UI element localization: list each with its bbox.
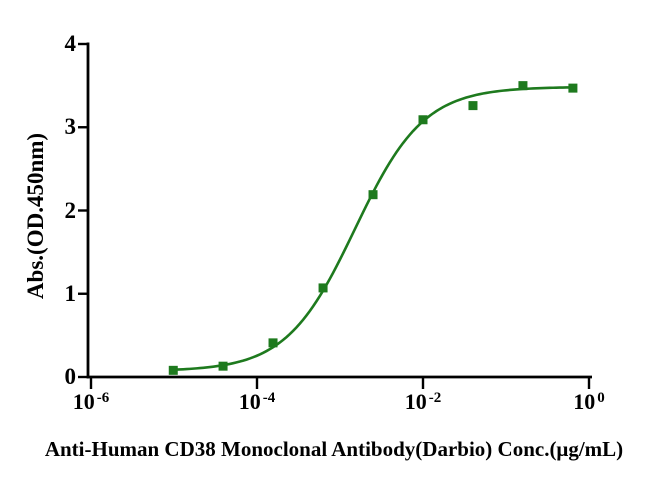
- x-tick-base: 10: [238, 389, 261, 414]
- y-tick-label: 4: [64, 31, 77, 56]
- x-tick-exponent: -4: [262, 390, 276, 406]
- y-tick-label: 0: [64, 364, 77, 389]
- x-tick-base: 10: [573, 389, 596, 414]
- x-tick-exponent: -6: [96, 390, 110, 406]
- y-tick-label: 1: [64, 280, 77, 306]
- x-tick-base: 10: [404, 389, 427, 414]
- x-tick-base: 10: [72, 389, 95, 414]
- x-tick-exponent: 0: [597, 390, 605, 406]
- y-tick-label: 2: [64, 197, 77, 223]
- x-tick-label: 10 -4: [212, 385, 302, 415]
- x-tick-label: 10 0: [544, 385, 634, 415]
- x-tick-label: 10 -6: [46, 385, 136, 415]
- data-point-marker: [268, 338, 278, 348]
- data-point-marker: [168, 365, 178, 375]
- x-tick-label: 10 -2: [378, 385, 468, 415]
- data-point-marker: [418, 115, 428, 125]
- x-axis-title: Anti-Human CD38 Monoclonal Antibody(Darb…: [44, 437, 624, 461]
- data-point-marker: [568, 83, 578, 93]
- data-point-marker: [368, 190, 378, 200]
- data-point-marker: [318, 283, 328, 293]
- fit-curve: [171, 86, 575, 372]
- x-tick-exponent: -2: [428, 390, 442, 406]
- data-point-marker: [518, 81, 528, 91]
- data-point-marker: [218, 361, 228, 371]
- y-tick-label: 3: [64, 114, 77, 140]
- data-point-marker: [468, 101, 478, 111]
